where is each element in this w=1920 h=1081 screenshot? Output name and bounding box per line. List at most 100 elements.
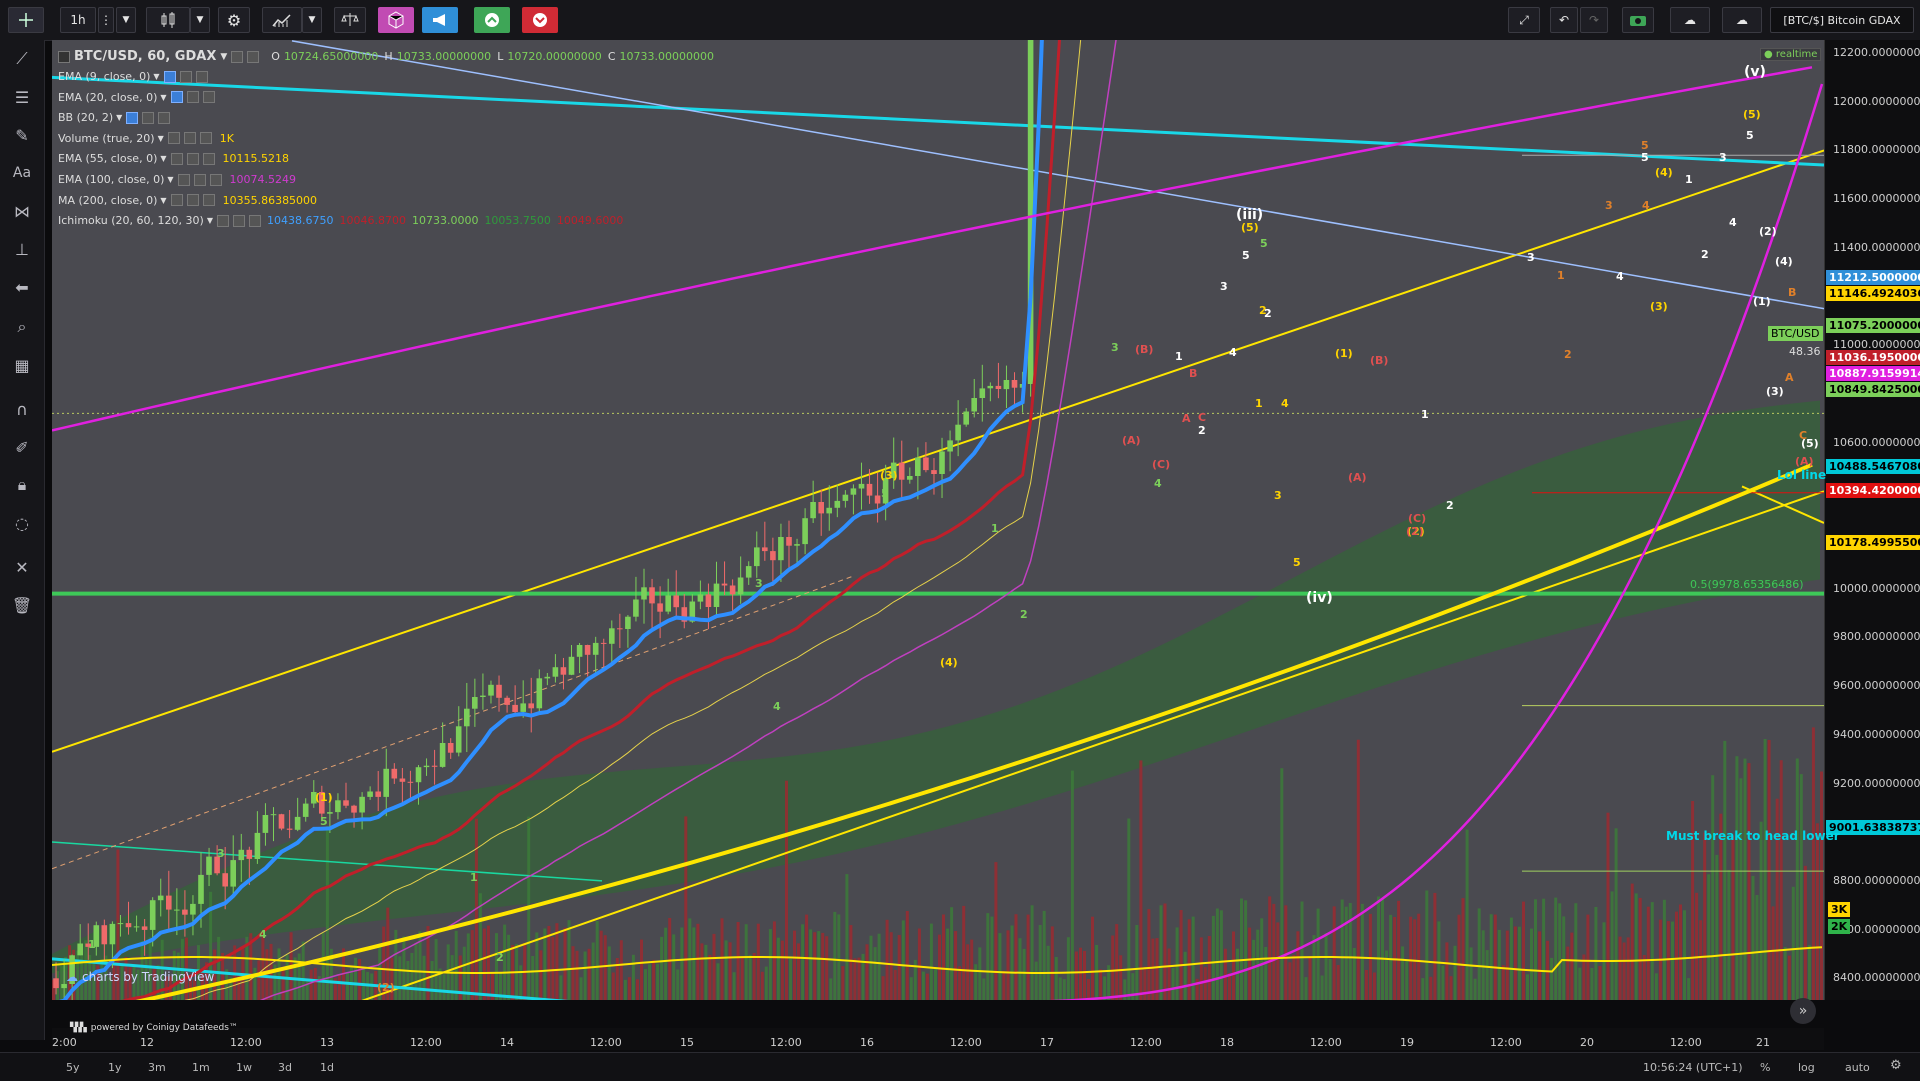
- indicator-control-box[interactable]: [216, 214, 229, 227]
- undo-button[interactable]: ↶: [1550, 7, 1578, 33]
- indicator-row[interactable]: EMA (20, close, 0) ▼: [58, 91, 223, 104]
- indicators-button[interactable]: [262, 7, 302, 33]
- chart-type-button[interactable]: [146, 7, 190, 33]
- range-button-1d[interactable]: 1d: [320, 1061, 334, 1074]
- zoom-tool[interactable]: ⌕: [6, 312, 38, 342]
- indicator-control-box[interactable]: [167, 132, 180, 145]
- indicator-control-box[interactable]: [183, 132, 196, 145]
- indicator-control-box[interactable]: [179, 70, 192, 83]
- indicator-control-box[interactable]: [202, 152, 215, 165]
- indicator-row[interactable]: EMA (55, close, 0) ▼ 10115.5218: [58, 152, 289, 165]
- log-toggle[interactable]: log: [1798, 1061, 1815, 1074]
- upper-channel-line[interactable]: [52, 149, 1824, 753]
- chart-pane[interactable]: [52, 40, 1824, 1000]
- indicator-row-ichimoku[interactable]: Ichimoku (20, 60, 120, 30) ▼ 10438.6750 100…: [58, 214, 623, 227]
- indicator-control-box[interactable]: [186, 91, 199, 104]
- indicator-control-box[interactable]: [202, 91, 215, 104]
- alerts-button[interactable]: [422, 7, 458, 33]
- cloud-load-button[interactable]: ☁: [1670, 7, 1710, 33]
- chevron-down-icon[interactable]: ▼: [160, 195, 167, 205]
- indicator-control-box[interactable]: [186, 152, 199, 165]
- indicator-control-box[interactable]: [170, 194, 183, 207]
- indicator-control-box[interactable]: [199, 132, 212, 145]
- indicator-control-box[interactable]: [142, 111, 155, 124]
- indicator-control-box[interactable]: [163, 70, 176, 83]
- back-arrow-tool[interactable]: ⬅: [6, 272, 38, 302]
- ema-20-line[interactable]: [56, 40, 1820, 1000]
- compare-button[interactable]: [334, 7, 366, 33]
- indicator-control-box[interactable]: [177, 173, 190, 186]
- indicator-row[interactable]: EMA (9, close, 0) ▼: [58, 70, 216, 83]
- magenta-arc-lower[interactable]: [932, 83, 1824, 1000]
- lock-tool[interactable]: 🔒︎: [6, 470, 38, 500]
- indicator-row[interactable]: MA (200, close, 0) ▼ 10355.86385000: [58, 194, 317, 207]
- chevron-down-icon[interactable]: ▼: [153, 72, 160, 81]
- indicator-control-box[interactable]: [158, 111, 171, 124]
- chart-settings-button[interactable]: ⚙: [1890, 1058, 1902, 1073]
- chevron-down-icon[interactable]: ▼: [167, 175, 174, 184]
- ema-9-line[interactable]: [56, 40, 1820, 1000]
- delete-tool[interactable]: 🗑︎: [6, 590, 38, 620]
- legend-hide-button[interactable]: [247, 50, 260, 63]
- range-button-3d[interactable]: 3d: [278, 1061, 292, 1074]
- crosshair-cursor-button[interactable]: [8, 7, 44, 33]
- indicator-control-box[interactable]: [193, 173, 206, 186]
- range-button-1w[interactable]: 1w: [236, 1061, 252, 1074]
- cyan-support-line[interactable]: [52, 957, 612, 1000]
- indicator-control-box[interactable]: [170, 152, 183, 165]
- collapse-legend-button[interactable]: [58, 50, 70, 63]
- indicator-control-box[interactable]: [195, 70, 208, 83]
- chevron-down-icon[interactable]: ▼: [220, 51, 228, 62]
- trend-line-tool[interactable]: ⟋: [6, 44, 38, 74]
- pattern-tool[interactable]: ⋈: [6, 196, 38, 226]
- text-tool[interactable]: Aa: [6, 158, 38, 188]
- percent-toggle[interactable]: %: [1760, 1061, 1771, 1074]
- screenshot-button[interactable]: [1622, 7, 1654, 33]
- ma-200-line[interactable]: [52, 462, 1813, 1000]
- sell-button[interactable]: [522, 7, 558, 33]
- dashed-trend-line[interactable]: [52, 576, 853, 870]
- buy-button[interactable]: [474, 7, 510, 33]
- range-button-1y[interactable]: 1y: [108, 1061, 122, 1074]
- legend-settings-button[interactable]: [231, 50, 244, 63]
- indicator-control-box[interactable]: [126, 111, 139, 124]
- chevron-down-icon[interactable]: ▼: [160, 154, 167, 164]
- lower-channel-line[interactable]: [252, 490, 1824, 1000]
- clock-display[interactable]: 10:56:24 (UTC+1): [1643, 1061, 1743, 1074]
- indicator-row[interactable]: BB (20, 2) ▼: [58, 111, 178, 124]
- cyan-resistance-line[interactable]: [52, 75, 1824, 167]
- chevron-down-icon[interactable]: ▼: [160, 92, 167, 102]
- cloud-save-button[interactable]: ☁: [1722, 7, 1762, 33]
- measure-tool[interactable]: ▦: [6, 350, 38, 380]
- redo-button[interactable]: ↷: [1580, 7, 1608, 33]
- stay-drawing-tool[interactable]: ✐: [6, 432, 38, 462]
- indicator-control-box[interactable]: [186, 194, 199, 207]
- remove-drawings-tool[interactable]: ✕: [6, 552, 38, 582]
- magenta-arc-upper[interactable]: [52, 66, 1813, 432]
- chevron-down-icon[interactable]: ▼: [116, 113, 123, 123]
- range-button-1m[interactable]: 1m: [192, 1061, 210, 1074]
- scroll-to-realtime-button[interactable]: »: [1790, 998, 1816, 1024]
- more-options-button[interactable]: ⋮: [98, 7, 114, 33]
- indicator-control-box[interactable]: [209, 173, 222, 186]
- range-button-3m[interactable]: 3m: [148, 1061, 166, 1074]
- indicator-control-box[interactable]: [248, 214, 261, 227]
- fib-tool[interactable]: ☰: [6, 82, 38, 112]
- brush-tool[interactable]: ✎: [6, 120, 38, 150]
- tradingview-credit[interactable]: ☁ charts by TradingView: [66, 970, 215, 984]
- interval-button[interactable]: 1h: [60, 7, 96, 33]
- interval-dropdown-button[interactable]: ▼: [116, 7, 136, 33]
- fullscreen-button[interactable]: ⤢: [1508, 7, 1540, 33]
- time-axis[interactable]: 2:00 12 12:00 13 12:00 14 12:00 15 12:00 16 12:00 1…: [52, 1028, 1824, 1050]
- indicator-row[interactable]: EMA (100, close, 0) ▼ 10074.5249: [58, 173, 296, 186]
- price-axis[interactable]: 12200.00000000 12000.00000000 11800.000000…: [1824, 40, 1920, 1000]
- blue-trend-line[interactable]: [291, 40, 1824, 310]
- chevron-down-icon[interactable]: ▼: [206, 216, 213, 226]
- indicator-row[interactable]: Volume (true, 20) ▼ 1K: [58, 132, 234, 145]
- symbol-search-box[interactable]: [BTC/$] Bitcoin GDAX: [1770, 7, 1914, 33]
- indicator-control-box[interactable]: [232, 214, 245, 227]
- auto-toggle[interactable]: auto: [1845, 1061, 1870, 1074]
- indicator-control-box[interactable]: [170, 91, 183, 104]
- indicators-dropdown-button[interactable]: ▼: [302, 7, 322, 33]
- settings-button[interactable]: ⚙: [218, 7, 250, 33]
